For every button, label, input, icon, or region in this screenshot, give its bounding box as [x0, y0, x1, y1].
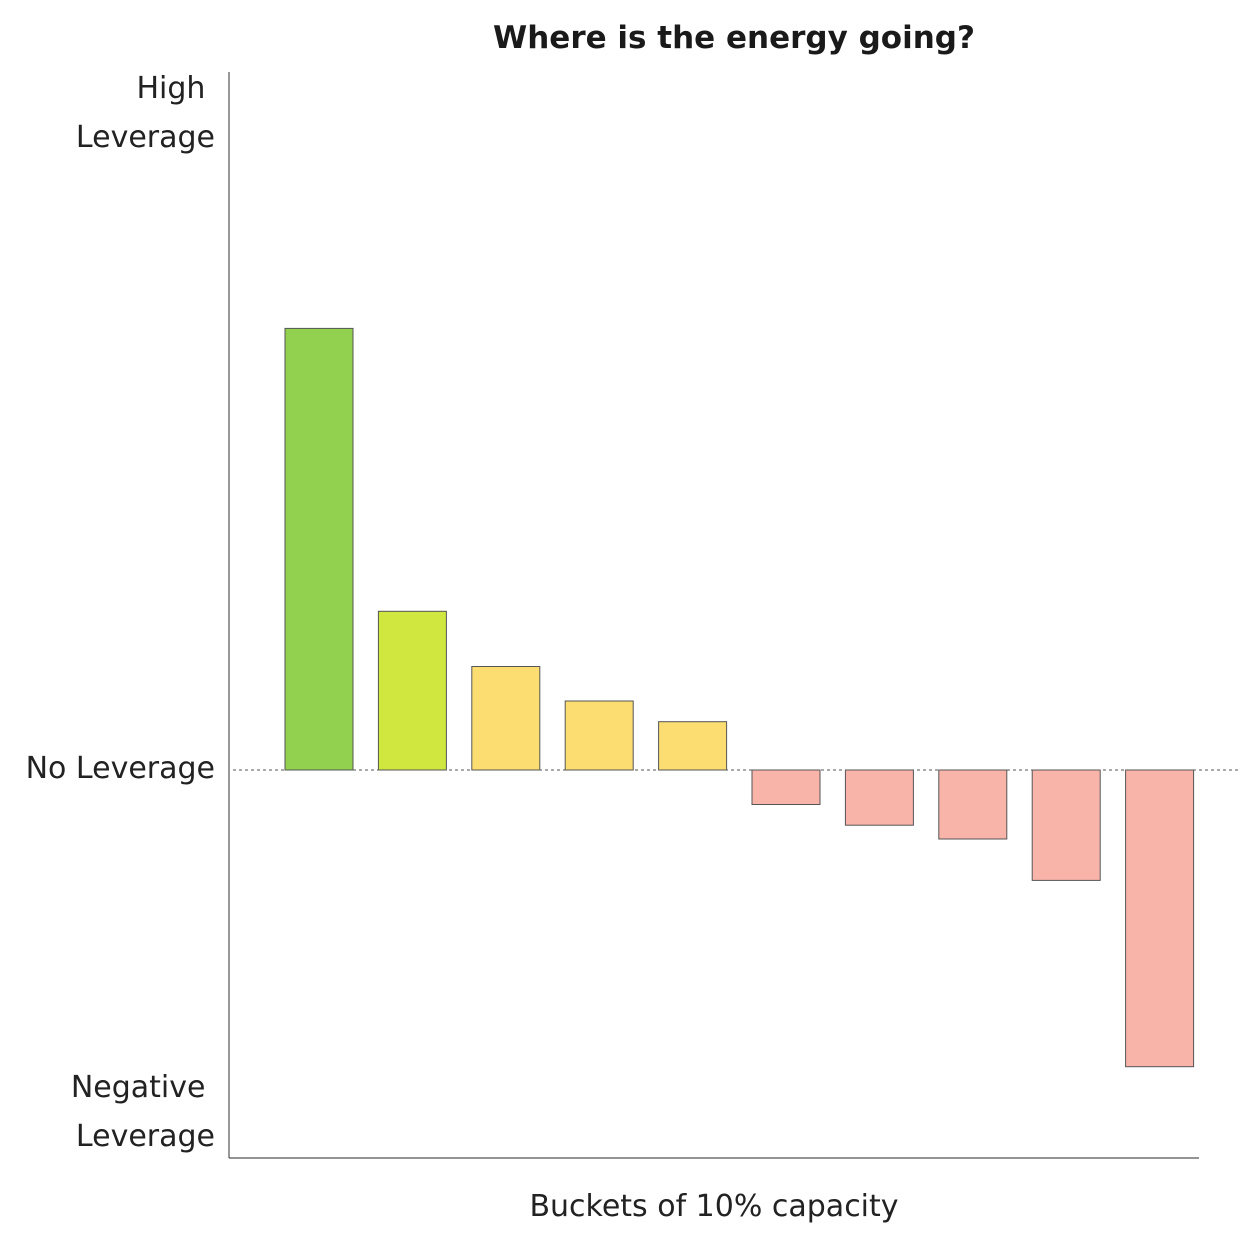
y-tick-label-negative-line-2: Leverage — [76, 1119, 215, 1154]
bar-group — [284, 327, 1195, 1068]
bar-10 — [1125, 769, 1195, 1068]
bar-7 — [844, 769, 914, 826]
bar-8 — [938, 769, 1008, 840]
y-tick-label-high-line-1: High — [137, 71, 206, 106]
x-axis-label: Buckets of 10% capacity — [529, 1189, 898, 1224]
y-tick-label-zero: No Leverage — [26, 751, 215, 786]
bar-3 — [471, 666, 541, 771]
bar-6 — [751, 769, 821, 805]
y-tick-label-negative: Negative Leverage — [71, 1070, 215, 1154]
bar-5 — [658, 721, 728, 771]
bar-4 — [564, 700, 634, 771]
y-tick-label-high-line-2: Leverage — [76, 120, 215, 155]
y-tick-label-high: High Leverage — [76, 71, 215, 155]
y-tick-label-negative-line-1: Negative — [71, 1070, 206, 1105]
y-tick-label-zero-line-1: No Leverage — [26, 751, 215, 786]
chart-title: Where is the energy going? — [493, 20, 975, 56]
bar-2 — [377, 610, 447, 771]
bar-9 — [1031, 769, 1101, 881]
bar-1 — [284, 327, 354, 771]
